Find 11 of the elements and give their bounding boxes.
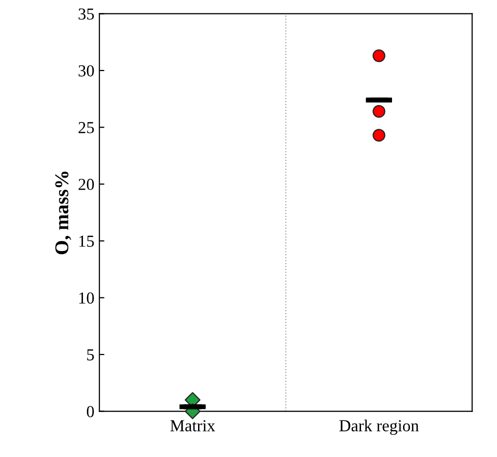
x-tick-label: Dark region	[339, 420, 419, 435]
y-axis-title: O, mass%	[55, 172, 72, 254]
y-tick-label: 35	[78, 8, 94, 20]
x-tick-label: Matrix	[170, 420, 216, 432]
y-tick-label: 20	[78, 178, 94, 190]
y-tick-label: 5	[87, 349, 94, 360]
y-tick-label: 10	[79, 292, 94, 304]
y-tick-label: 15	[79, 236, 94, 247]
y-tick-label: 30	[78, 65, 94, 76]
y-tick-label: 0	[86, 406, 94, 418]
y-tick-label: 25	[78, 122, 94, 134]
